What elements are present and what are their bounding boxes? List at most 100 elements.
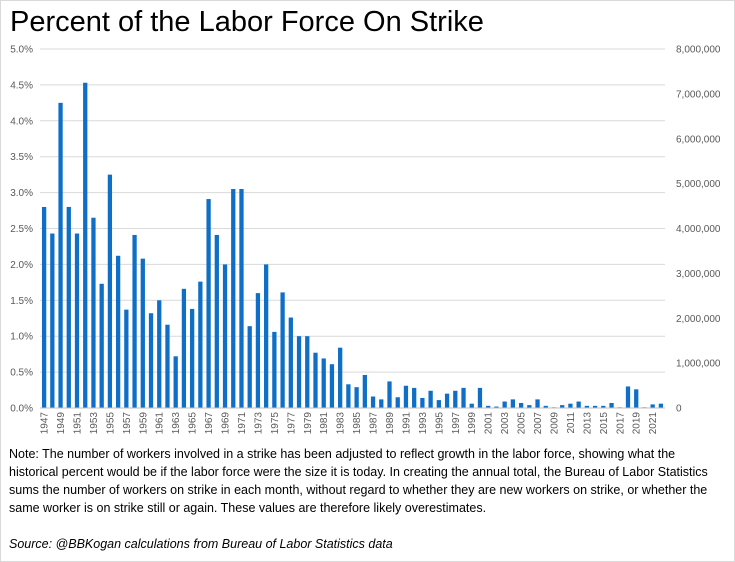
x-axis-labels: 1947 1949 1951 1953 1955 1957 1959 1961 1963 1965…	[40, 412, 660, 435]
x-tick-label: 2005	[517, 412, 528, 435]
x-tick-label: 1993	[418, 412, 429, 435]
y-tick-label: 4.5%	[10, 80, 33, 91]
bar-1986	[362, 374, 367, 408]
x-tick-label: 1989	[385, 412, 396, 435]
bar-1970	[231, 189, 236, 408]
y-tick-label: 0.5%	[10, 368, 33, 379]
bar-2022	[658, 403, 664, 408]
bar-1953	[91, 217, 96, 408]
bar-2003	[502, 401, 507, 408]
x-tick-label: 1995	[434, 412, 445, 435]
y2-tick-label: 4,000,000	[676, 224, 721, 235]
bar-1978	[296, 336, 302, 408]
bar-2018	[625, 386, 631, 408]
bar-1966	[198, 281, 203, 408]
bar-1982	[329, 364, 335, 408]
bar-1976	[280, 292, 285, 408]
y-tick-label: 3.5%	[10, 152, 33, 163]
y2-tick-label: 8,000,000	[676, 45, 721, 56]
bar-1987	[370, 396, 376, 408]
bar-1968	[214, 234, 219, 408]
y2-tick-label: 0	[676, 404, 682, 415]
bar-2016	[609, 402, 614, 408]
x-tick-label: 1997	[451, 412, 462, 435]
y-tick-label: 1.0%	[10, 332, 33, 343]
bar-1961	[157, 300, 162, 408]
x-tick-label: 1957	[122, 412, 133, 435]
bar-1979	[305, 336, 310, 408]
bar-1988	[379, 399, 384, 408]
x-tick-label: 2001	[484, 412, 495, 435]
bar-1990	[395, 397, 400, 408]
bar-1984	[346, 384, 351, 408]
bar-1956	[115, 255, 121, 408]
bar-2005	[518, 402, 524, 408]
bar-1962	[165, 324, 170, 408]
x-tick-label: 1951	[73, 412, 84, 435]
x-tick-label: 2017	[615, 412, 626, 435]
y2-tick-label: 6,000,000	[676, 134, 721, 145]
x-tick-label: 1987	[369, 412, 380, 435]
bar-1960	[148, 313, 154, 408]
x-tick-label: 1955	[105, 412, 116, 435]
bar-1981	[321, 358, 326, 408]
bar-1977	[288, 317, 293, 408]
bar-2014	[592, 405, 598, 408]
x-tick-label: 1991	[401, 412, 412, 435]
bar-2006	[527, 405, 532, 408]
bar-1955	[107, 174, 113, 408]
bar-1965	[190, 308, 195, 408]
bar-1949	[58, 102, 63, 408]
y-tick-label: 1.5%	[10, 296, 33, 307]
bar-1947	[41, 206, 47, 408]
bar-1967	[206, 199, 211, 408]
bar-1971	[239, 189, 244, 408]
x-tick-label: 1959	[138, 412, 149, 435]
x-tick-label: 1963	[171, 412, 182, 435]
bar-1974	[264, 264, 269, 408]
bar-1997	[453, 390, 458, 408]
bar-1973	[255, 293, 261, 408]
bar-2004	[510, 399, 515, 408]
y2-tick-label: 7,000,000	[676, 89, 721, 100]
bar-1959	[140, 258, 145, 408]
bar-1996	[444, 393, 450, 408]
x-tick-label: 1975	[270, 412, 281, 435]
x-tick-label: 2021	[648, 412, 659, 435]
bar-2000	[477, 387, 483, 408]
x-tick-label: 1971	[237, 412, 248, 435]
bar-1985	[354, 387, 359, 408]
y-tick-label: 4.0%	[10, 116, 33, 127]
bar-1952	[83, 82, 88, 408]
bar-2002	[494, 406, 499, 408]
bar-1991	[403, 385, 409, 408]
bar-1948	[50, 233, 55, 408]
y2-tick-label: 2,000,000	[676, 314, 721, 325]
x-tick-label: 1973	[253, 412, 264, 435]
y2-tick-label: 5,000,000	[676, 179, 721, 190]
bar-2008	[543, 405, 548, 408]
x-tick-label: 2015	[599, 412, 610, 435]
chart-title: Percent of the Labor Force On Strike	[10, 6, 484, 38]
x-tick-label: 2007	[533, 412, 544, 435]
x-tick-label: 1979	[303, 412, 314, 435]
y-tick-label: 5.0%	[10, 45, 33, 56]
x-tick-label: 1981	[319, 412, 330, 435]
bar-1975	[272, 331, 277, 408]
x-tick-label: 1999	[467, 412, 478, 435]
x-tick-label: 2013	[582, 412, 593, 435]
bar-1989	[387, 381, 392, 408]
chart-note: Note: The number of workers involved in …	[9, 447, 708, 515]
y2-tick-label: 3,000,000	[676, 269, 721, 280]
chart-source: Source: @BBKogan calculations from Burea…	[9, 537, 393, 551]
bar-2012	[576, 401, 581, 408]
bar-1964	[181, 288, 187, 408]
x-tick-label: 1949	[56, 412, 67, 435]
bar-1957	[124, 309, 129, 408]
x-tick-label: 2003	[500, 412, 511, 435]
bar-2011	[568, 403, 573, 408]
x-tick-label: 2009	[549, 412, 560, 435]
x-tick-label: 1947	[40, 412, 51, 435]
bar-2007	[535, 399, 540, 408]
bar-1992	[412, 387, 417, 408]
